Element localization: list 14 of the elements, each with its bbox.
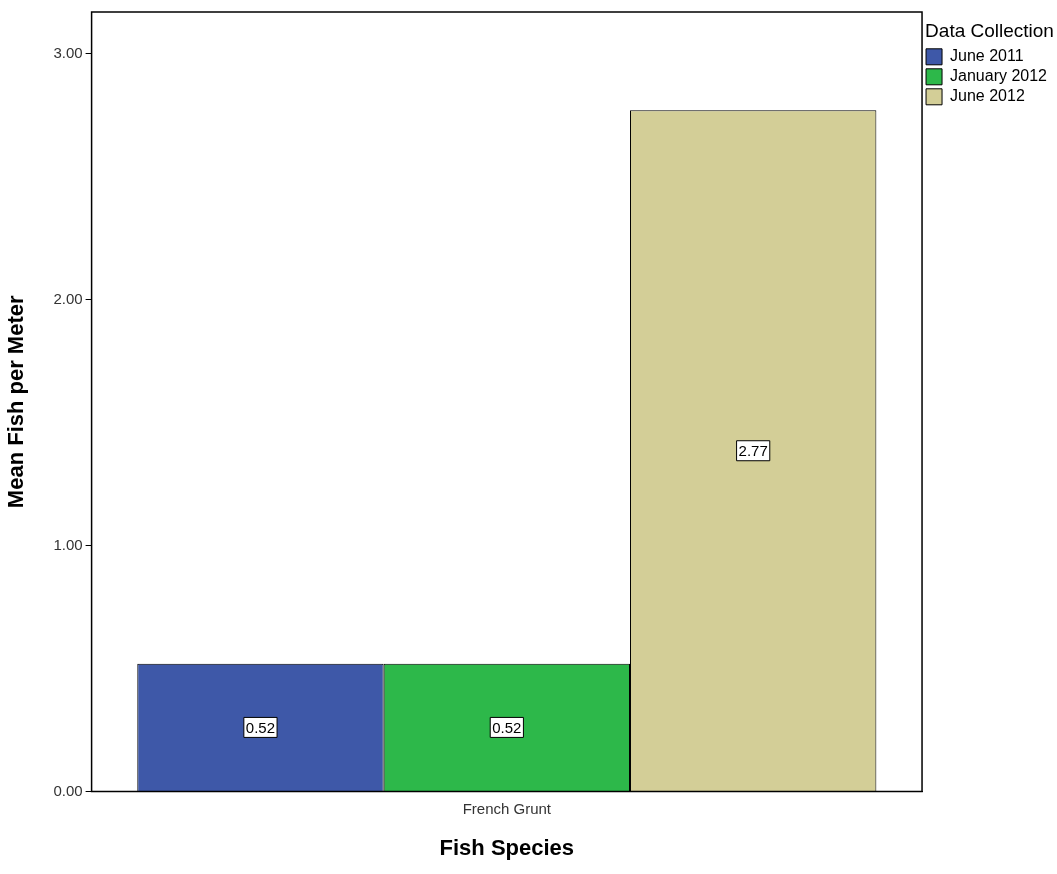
legend-label: June 2011 (950, 47, 1024, 65)
y-axis-title: Mean Fish per Meter (3, 295, 29, 509)
x-axis-title: Fish Species (439, 834, 575, 860)
y-tick-label: 0.00 (53, 781, 83, 799)
legend-label: June 2012 (950, 87, 1025, 105)
y-tick-label: 3.00 (53, 43, 83, 61)
legend-label: January 2012 (950, 67, 1048, 85)
y-tick-label: 2.00 (53, 289, 83, 307)
data-label: 2.77 (738, 441, 768, 459)
x-tick-label: French Grunt (462, 799, 552, 817)
data-label: 0.52 (492, 718, 522, 736)
legend-title: Data Collection (925, 19, 1054, 41)
y-tick-label: 1.00 (53, 535, 83, 553)
data-label: 0.52 (245, 718, 276, 736)
